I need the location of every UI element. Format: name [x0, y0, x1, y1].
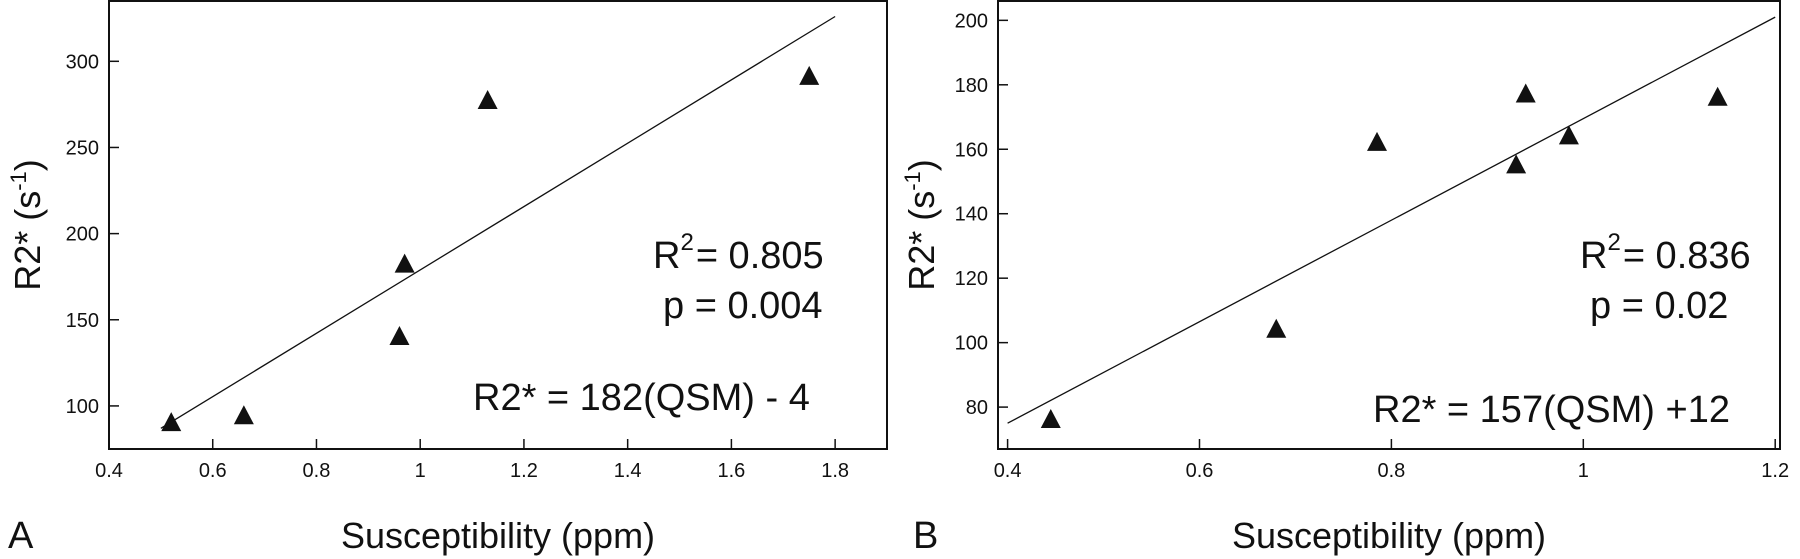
p-value: p = 0.004	[663, 285, 823, 327]
data-point-triangle	[233, 405, 254, 425]
regression-equation: R2* = 182(QSM) - 4	[473, 377, 810, 419]
x-tick-label: 0.4	[95, 460, 123, 482]
data-point-triangle	[477, 89, 498, 109]
x-tick-label: 0.8	[303, 460, 331, 482]
data-point-triangle	[1707, 86, 1728, 106]
regression-equation: R2* = 157(QSM) +12	[1373, 389, 1730, 431]
x-tick-label: 1.4	[614, 460, 642, 482]
data-points	[161, 65, 820, 432]
y-tick-label: 100	[955, 333, 988, 355]
regression-line	[1007, 16, 1776, 424]
x-axis-label: Susceptibility (ppm)	[1232, 515, 1546, 556]
p-value: p = 0.02	[1590, 285, 1728, 327]
x-axis-ticks: 0.4 0.6 0.8 1 1.2 1.4 1.6 1.8	[95, 439, 849, 482]
y-axis-label: R2* (s-1)	[900, 159, 942, 291]
y-tick-label: 200	[955, 10, 988, 32]
y-tick-label: 300	[66, 51, 99, 73]
x-tick-label: 1	[415, 460, 426, 482]
panel-label-b: B	[913, 515, 938, 557]
y-tick-label: 180	[955, 75, 988, 97]
x-tick-label: 0.6	[1186, 460, 1214, 482]
y-tick-label: 140	[955, 204, 988, 226]
y-tick-label: 100	[66, 396, 99, 418]
x-tick-label: 1.6	[717, 460, 745, 482]
y-axis-ticks: 80 100 120 140 160 180 200	[955, 10, 1008, 419]
x-tick-label: 1	[1578, 460, 1589, 482]
x-tick-label: 0.8	[1377, 460, 1405, 482]
panel-a: 100 150 200 250 300 0.4 0.6 0.8 1 1.2 1.4 1.6 1.8 R…	[6, 0, 888, 557]
data-point-triangle	[161, 412, 182, 432]
r2-label: R2= 0.836	[1580, 229, 1751, 277]
data-points	[1040, 83, 1728, 428]
x-tick-label: 1.2	[510, 460, 538, 482]
x-axis-ticks: 0.4 0.6 0.8 1 1.2	[994, 439, 1789, 482]
y-tick-label: 150	[66, 310, 99, 332]
regression-line	[160, 15, 836, 429]
r2-label: R2= 0.805	[653, 229, 824, 277]
panel-b: 80 100 120 140 160 180 200 0.4 0.6 0.8 1 1.2 R2= 0…	[900, 0, 1789, 557]
data-point-triangle	[1515, 83, 1536, 103]
y-tick-label: 250	[66, 137, 99, 159]
x-axis-label: Susceptibility (ppm)	[341, 515, 655, 556]
x-tick-label: 1.8	[821, 460, 849, 482]
plot-frame	[997, 0, 1781, 450]
y-axis-label: R2* (s-1)	[6, 159, 48, 291]
data-point-triangle	[1558, 125, 1579, 145]
y-tick-label: 200	[66, 224, 99, 246]
data-point-triangle	[1367, 131, 1388, 151]
data-point-triangle	[1040, 408, 1061, 428]
x-tick-label: 0.4	[994, 460, 1022, 482]
y-axis-ticks: 100 150 200 250 300	[66, 51, 119, 418]
data-point-triangle	[799, 65, 820, 85]
x-tick-label: 0.6	[199, 460, 227, 482]
panel-label-a: A	[8, 515, 34, 557]
data-point-triangle	[1506, 154, 1527, 174]
data-point-triangle	[389, 326, 410, 345]
y-tick-label: 160	[955, 139, 988, 161]
data-point-triangle	[1266, 318, 1287, 338]
plot-frame	[108, 0, 888, 450]
data-point-triangle	[394, 253, 415, 273]
x-tick-label: 1.2	[1761, 460, 1789, 482]
y-tick-label: 80	[966, 397, 988, 419]
y-tick-label: 120	[955, 268, 988, 290]
